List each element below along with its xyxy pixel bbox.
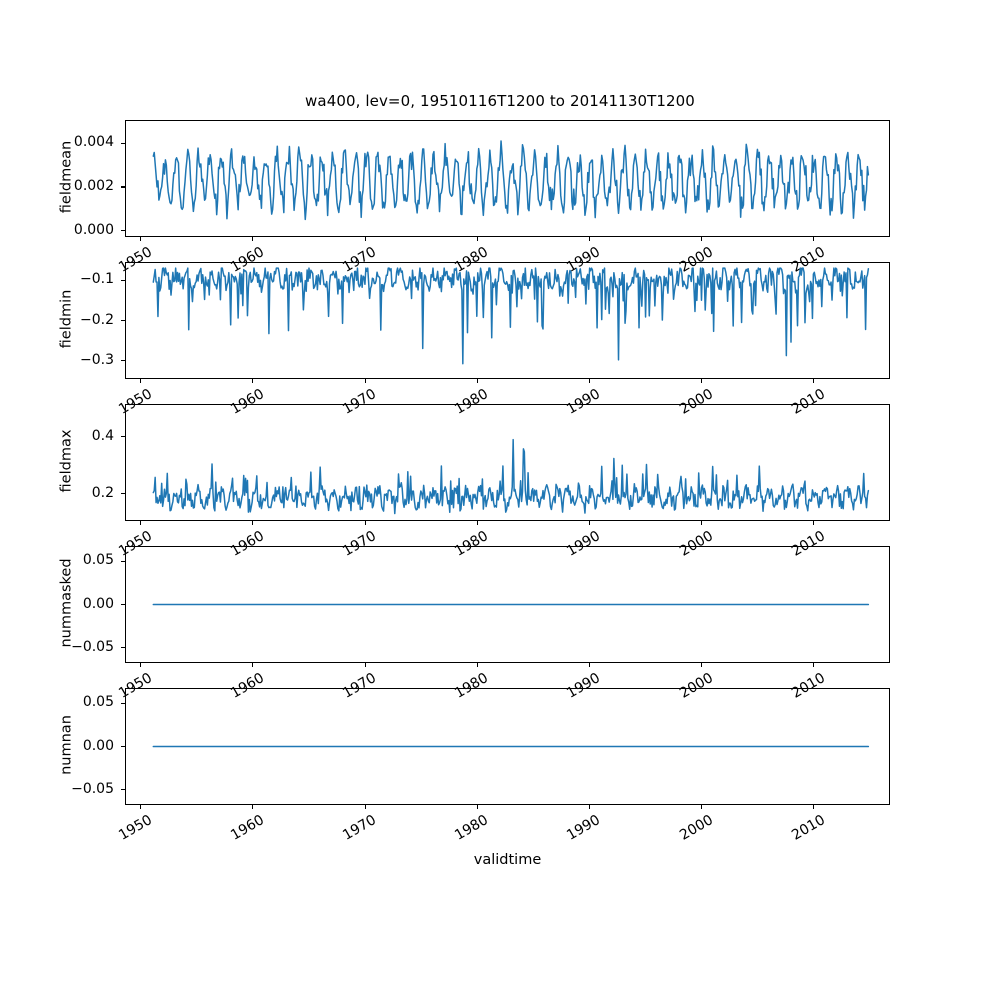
data-line-fieldmean [153,141,868,219]
x-tick-mark [364,805,366,809]
y-tick-mark [121,604,125,606]
y-axis-label-fieldmin: fieldmin [58,289,74,348]
x-tick-mark [252,521,254,525]
y-tick-label-fieldmin-0: −0.3 [80,351,114,368]
figure-title: wa400, lev=0, 19510116T1200 to 20141130T… [305,92,695,110]
plot-panel-fieldmin [125,262,890,379]
y-tick-mark [121,493,125,495]
y-tick-label-nummasked-2: 0.05 [82,552,114,569]
x-tick-mark [476,805,478,809]
y-tick-label-numnan-2: 0.05 [82,694,114,711]
y-axis-label-fieldmax: fieldmax [58,429,74,492]
x-tick-mark [252,805,254,809]
x-tick-mark [140,379,142,383]
x-tick-label-1950: 1950 [115,812,155,844]
y-tick-label-fieldmean-1: 0.002 [73,177,114,194]
y-tick-mark [121,186,125,188]
plot-panel-numnan [125,688,890,805]
y-tick-label-fieldmin-1: −0.2 [80,311,114,328]
x-tick-mark [476,521,478,525]
plot-area-nummasked [126,547,889,662]
y-tick-mark [121,230,125,232]
x-tick-mark [252,379,254,383]
x-tick-mark [701,237,703,241]
x-tick-mark [140,237,142,241]
plot-panel-fieldmean [125,120,890,237]
x-tick-label-1960: 1960 [227,812,267,844]
y-tick-mark [121,279,125,281]
x-tick-mark [476,379,478,383]
x-tick-mark [140,663,142,667]
y-tick-label-fieldmean-2: 0.004 [73,134,114,151]
y-tick-mark [121,560,125,563]
y-tick-label-fieldmin-2: −0.1 [80,271,114,288]
x-tick-mark [476,663,478,667]
x-tick-mark [813,237,815,241]
y-tick-mark [121,320,125,322]
y-tick-label-nummasked-0: −0.05 [71,638,114,655]
x-tick-mark [813,379,815,383]
y-tick-mark [121,789,125,791]
y-tick-mark [121,746,125,748]
x-tick-mark [364,521,366,525]
x-tick-mark [364,379,366,383]
x-tick-mark [701,521,703,525]
y-tick-label-fieldmax-1: 0.4 [91,427,114,444]
plot-panel-nummasked [125,546,890,663]
x-tick-mark [476,237,478,241]
y-tick-mark [121,360,125,362]
y-axis-label-nummasked: nummasked [58,557,74,648]
plot-area-numnan [126,689,889,804]
x-tick-mark [701,663,703,667]
x-tick-label-1980: 1980 [452,812,492,844]
x-tick-label-2000: 2000 [676,812,716,844]
x-tick-mark [701,805,703,809]
y-tick-label-numnan-0: −0.05 [71,780,114,797]
y-tick-mark [121,142,125,144]
y-axis-label-fieldmean: fieldmean [58,140,74,213]
y-tick-mark [121,647,125,649]
plot-panel-fieldmax [125,404,890,521]
plot-area-fieldmin [126,263,889,378]
y-tick-label-numnan-1: 0.00 [82,737,114,754]
data-line-fieldmin [153,268,868,364]
x-tick-mark [140,521,142,525]
x-tick-label-2010: 2010 [788,812,828,844]
x-tick-mark [364,663,366,667]
x-tick-mark [364,237,366,241]
y-tick-label-fieldmax-0: 0.2 [91,484,114,501]
x-tick-mark [252,237,254,241]
x-tick-mark [813,521,815,525]
plot-area-fieldmax [126,405,889,520]
x-tick-label-1970: 1970 [340,812,380,844]
x-tick-mark [140,805,142,809]
plot-area-fieldmean [126,121,889,236]
y-tick-mark [121,436,125,438]
y-axis-label-numnan: numnan [58,714,74,775]
x-tick-mark [813,805,815,809]
y-tick-label-nummasked-1: 0.00 [82,595,114,612]
x-axis-label: validtime [473,852,542,868]
x-tick-label-1990: 1990 [564,812,604,844]
y-tick-label-fieldmean-0: 0.000 [73,221,114,238]
x-tick-mark [252,663,254,667]
x-tick-mark [701,379,703,383]
y-tick-mark [121,702,125,705]
data-line-fieldmax [153,440,868,514]
x-tick-mark [588,237,590,241]
x-tick-mark [588,379,590,383]
x-tick-mark [588,663,590,667]
x-tick-mark [813,663,815,667]
x-tick-mark [588,805,590,809]
x-tick-mark [588,521,590,525]
